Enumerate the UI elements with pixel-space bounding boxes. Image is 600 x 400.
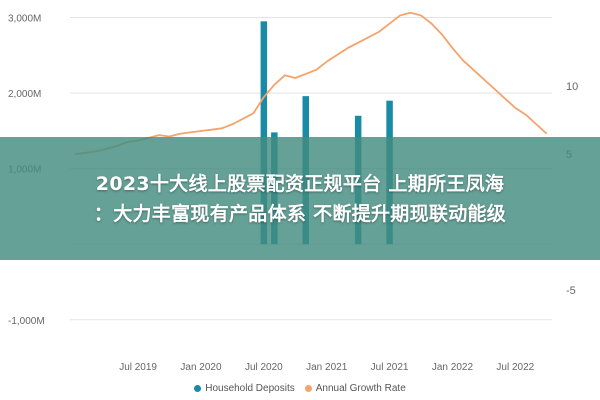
x-axis-ticks: Jul 2019 Jan 2020 Jul 2020 Jan 2021 Jul 2021… <box>119 362 534 373</box>
legend-swatch-growth <box>304 384 312 392</box>
x-tick-label: Jul 2020 <box>245 362 283 373</box>
growth-rate-line <box>75 11 548 156</box>
x-tick-label: Jul 2022 <box>496 362 534 373</box>
x-tick-label: Jul 2021 <box>371 362 409 373</box>
x-tick-label: Jan 2021 <box>306 362 348 373</box>
headline-banner: 2023十大线上股票配资正规平台 上期所王凤海 ：大力丰富现有产品体系 不断提升… <box>0 137 600 260</box>
chart-legend: Household Deposits Annual Growth Rate <box>0 380 600 396</box>
y2-tick-label: -5 <box>566 285 576 297</box>
headline-line-1: 2023十大线上股票配资正规平台 上期所王凤海 <box>95 172 505 195</box>
growth-rate-line-path <box>75 11 548 156</box>
headline-line-2: ：大力丰富现有产品体系 不断提升期现联动能级 <box>93 202 507 225</box>
y-tick-label: 2,000M <box>8 89 41 100</box>
y-tick-label: 3,000M <box>8 14 41 25</box>
legend-label-growth: Annual Growth Rate <box>315 382 406 394</box>
deposit-bar <box>260 21 268 245</box>
legend-swatch-deposits <box>194 384 202 392</box>
x-tick-label: Jul 2019 <box>119 362 157 373</box>
x-tick-label: Jan 2020 <box>180 362 222 373</box>
legend-entry-deposits: Household Deposits <box>194 383 295 394</box>
legend-entry-growth: Annual Growth Rate <box>304 382 406 394</box>
y2-tick-label: 10 <box>566 81 578 93</box>
y-tick-label: -1,000M <box>8 316 45 327</box>
x-tick-label: Jan 2022 <box>432 362 474 373</box>
legend-label-deposits: Household Deposits <box>205 382 295 394</box>
